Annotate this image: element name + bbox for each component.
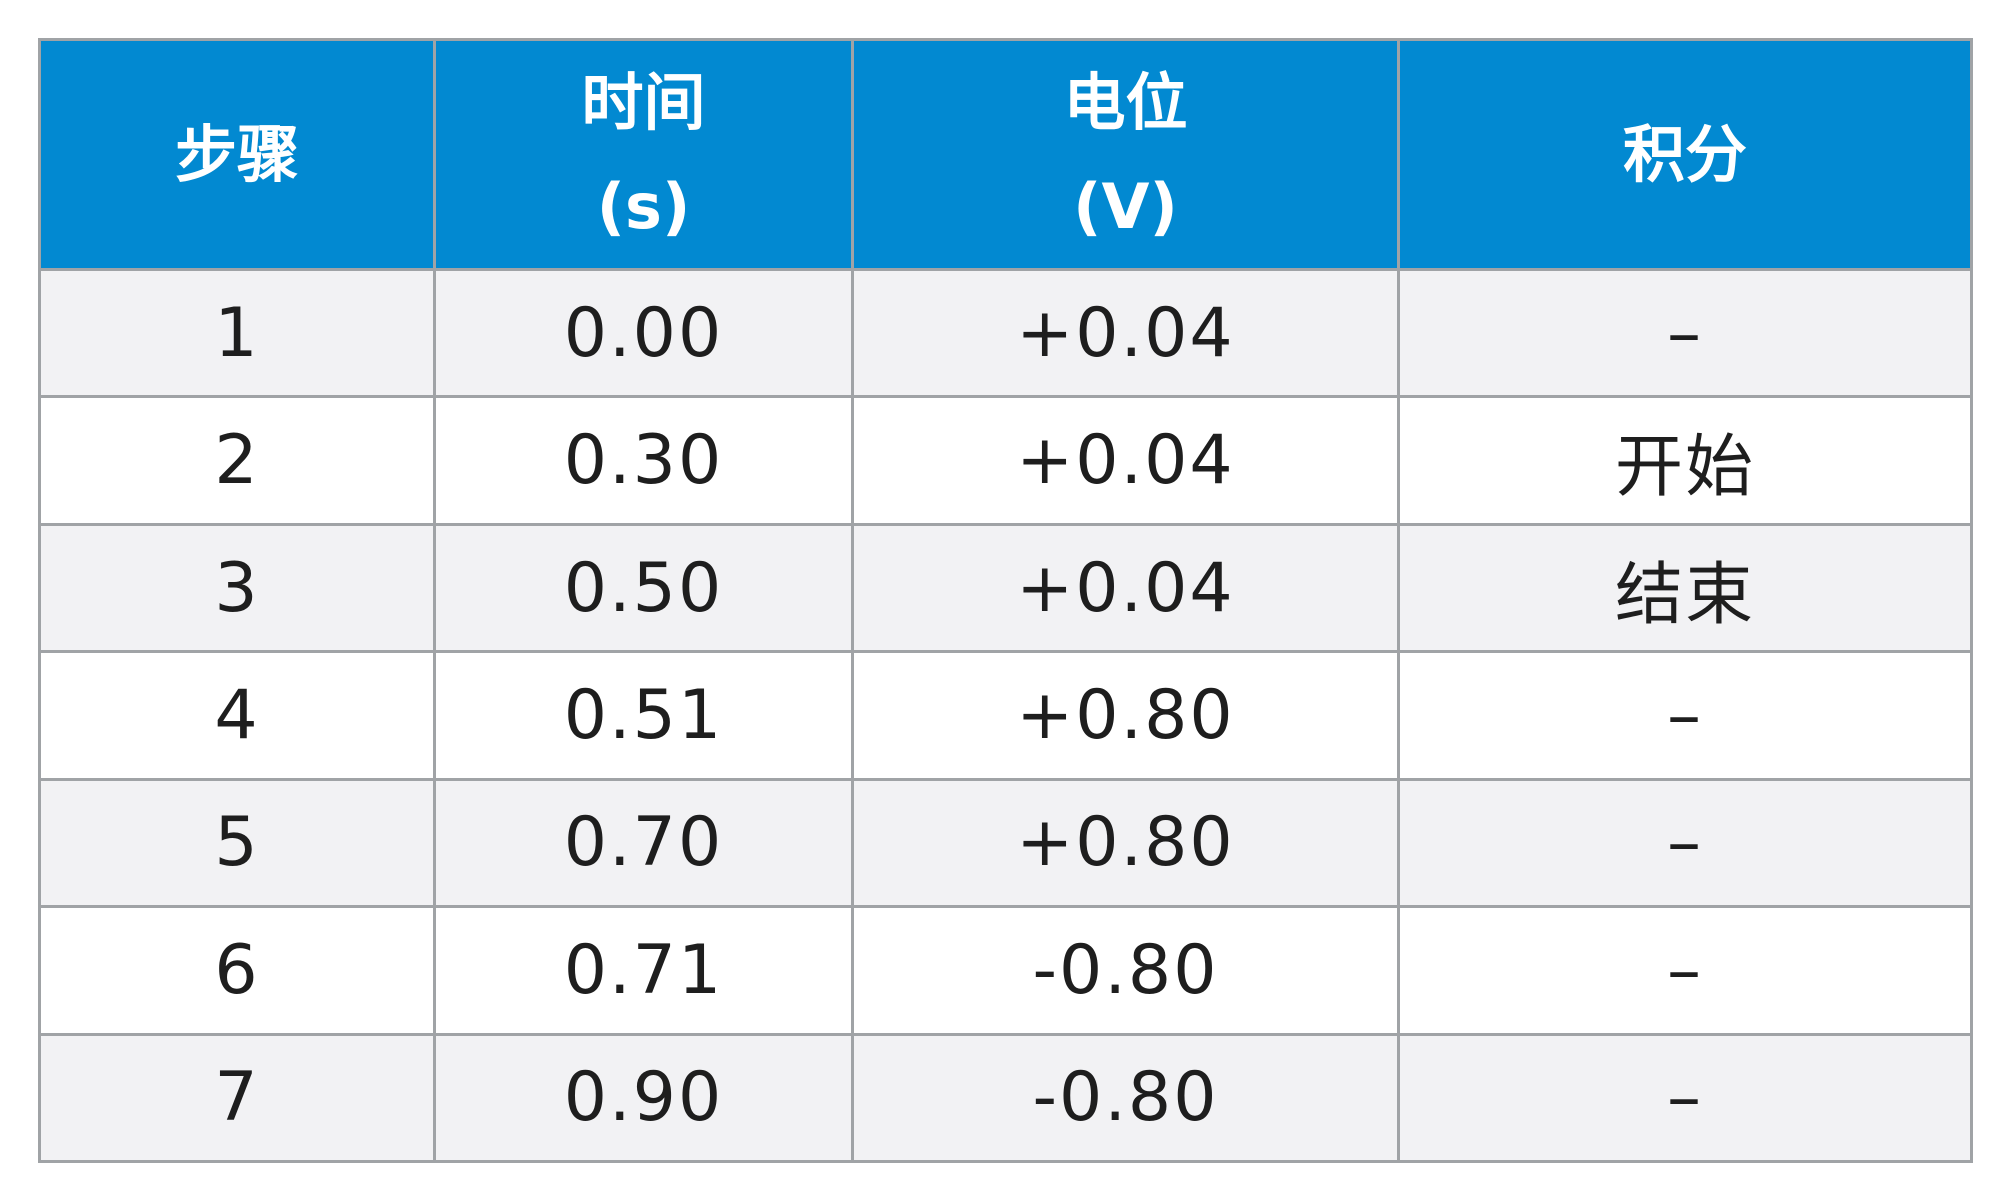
table-row: 4 0.51 +0.80 – bbox=[38, 650, 1973, 781]
cell-step: 2 bbox=[38, 395, 436, 526]
cell-potential: +0.80 bbox=[851, 777, 1400, 909]
table-row: 1 0.00 +0.04 – bbox=[38, 267, 1973, 399]
header-step-label: 步骤 bbox=[174, 117, 299, 191]
cell-integration: – bbox=[1397, 267, 1973, 399]
cell-step: 7 bbox=[38, 1032, 436, 1164]
cell-potential: +0.04 bbox=[851, 395, 1400, 526]
header-row: 步骤 时间 (s) 电位 (V) 积分 bbox=[38, 38, 1973, 271]
header-time: 时间 (s) bbox=[433, 38, 854, 271]
table-row: 3 0.50 +0.04 结束 bbox=[38, 522, 1973, 654]
table-header: 步骤 时间 (s) 电位 (V) 积分 bbox=[38, 38, 1973, 271]
cell-potential: +0.04 bbox=[851, 267, 1400, 399]
table-row: 2 0.30 +0.04 开始 bbox=[38, 395, 1973, 526]
table-body: 1 0.00 +0.04 – 2 0.30 +0.04 开始 3 0.50 +0… bbox=[38, 267, 1973, 1164]
cell-time: 0.00 bbox=[433, 267, 854, 399]
cell-step: 1 bbox=[38, 267, 436, 399]
header-integration: 积分 bbox=[1397, 38, 1973, 271]
header-step: 步骤 bbox=[38, 38, 436, 271]
cell-time: 0.30 bbox=[433, 395, 854, 526]
cell-integration: – bbox=[1397, 777, 1973, 909]
cell-time: 0.71 bbox=[433, 905, 854, 1036]
cell-step: 5 bbox=[38, 777, 436, 909]
header-potential: 电位 (V) bbox=[851, 38, 1400, 271]
header-time-label: 时间 bbox=[581, 65, 706, 139]
cell-integration: 结束 bbox=[1397, 522, 1973, 654]
waveform-steps-table: 步骤 时间 (s) 电位 (V) 积分 1 0.00 +0.04 bbox=[38, 38, 1973, 1164]
table-row: 6 0.71 -0.80 – bbox=[38, 905, 1973, 1036]
header-time-unit: (s) bbox=[596, 169, 691, 243]
data-table-container: 步骤 时间 (s) 电位 (V) 积分 1 0.00 +0.04 bbox=[38, 38, 1973, 1164]
header-potential-unit: (V) bbox=[1073, 169, 1178, 243]
table-row: 5 0.70 +0.80 – bbox=[38, 777, 1973, 909]
header-integration-label: 积分 bbox=[1622, 117, 1747, 191]
cell-step: 6 bbox=[38, 905, 436, 1036]
cell-integration: 开始 bbox=[1397, 395, 1973, 526]
cell-integration: – bbox=[1397, 1032, 1973, 1164]
cell-potential: -0.80 bbox=[851, 905, 1400, 1036]
cell-integration: – bbox=[1397, 650, 1973, 781]
cell-time: 0.51 bbox=[433, 650, 854, 781]
cell-time: 0.90 bbox=[433, 1032, 854, 1164]
cell-potential: +0.04 bbox=[851, 522, 1400, 654]
cell-potential: -0.80 bbox=[851, 1032, 1400, 1164]
cell-time: 0.50 bbox=[433, 522, 854, 654]
header-potential-label: 电位 bbox=[1063, 65, 1188, 139]
cell-step: 3 bbox=[38, 522, 436, 654]
cell-integration: – bbox=[1397, 905, 1973, 1036]
cell-step: 4 bbox=[38, 650, 436, 781]
table-row: 7 0.90 -0.80 – bbox=[38, 1032, 1973, 1164]
cell-time: 0.70 bbox=[433, 777, 854, 909]
cell-potential: +0.80 bbox=[851, 650, 1400, 781]
